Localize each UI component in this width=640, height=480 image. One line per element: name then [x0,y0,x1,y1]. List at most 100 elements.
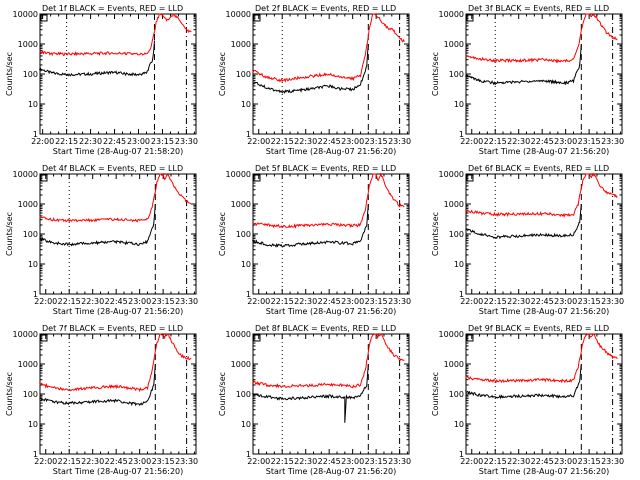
events-series-line [465,363,582,400]
chart-panel: Det 2f BLACK = Events, RED = LLD 1 10 100 10… [218,4,411,156]
y-tick-label: 10000 [439,170,464,179]
y-axis-label: Counts/sec [5,212,14,256]
x-axis-label: Start Time (28-Aug-07 21:56:20) [53,307,184,316]
chart-title: Det 4f BLACK = Events, RED = LLD [42,164,183,173]
x-tick-label: 23:00 [341,297,364,306]
plot-frame [252,173,410,295]
y-tick-label: 100 [236,390,251,399]
x-tick-label: 22:00 [460,297,483,306]
lld-series-line [465,172,618,218]
x-tick-label: 22:30 [507,457,530,466]
events-series-line [39,203,156,247]
x-tick-label: 22:15 [271,137,294,146]
chart-panel: Det 6f BLACK = Events, RED = LLD 1 10 100 10… [431,164,624,316]
y-axis-label: Counts/sec [5,52,14,96]
plot-frame [465,173,623,295]
x-tick-label: 23:15 [578,297,601,306]
lld-series-line [39,172,192,223]
x-tick-label: 23:30 [175,137,198,146]
events-series-line [465,43,582,86]
plot-frame [465,13,623,135]
x-tick-label: 23:15 [365,457,388,466]
events-series-line [39,363,156,407]
y-tick-label: 10000 [226,330,251,339]
chart-panel: Det 7f BLACK = Events, RED = LLD 1 10 100 10… [5,324,198,476]
y-tick-label: 100 [23,390,38,399]
lld-series-line [465,13,618,64]
x-tick-label: 22:15 [271,297,294,306]
lld-series-line [252,333,405,389]
y-tick-label: 10 [241,260,251,269]
x-tick-label: 23:00 [554,457,577,466]
x-tick-label: 23:00 [128,457,151,466]
y-tick-label: 10 [28,420,38,429]
x-tick-label: 23:30 [601,457,624,466]
y-tick-label: 100 [236,230,251,239]
x-tick-label: 22:15 [271,457,294,466]
x-tick-label: 22:45 [103,137,126,146]
lld-series-line [252,13,405,83]
chart-panel: Det 4f BLACK = Events, RED = LLD 1 10 100 10… [5,164,198,316]
x-tick-label: 22:45 [318,137,341,146]
y-tick-label: 10000 [13,170,38,179]
x-tick-label: 23:00 [341,457,364,466]
y-tick-label: 1 [246,450,251,459]
lld-series-line [252,172,405,229]
y-tick-label: 10000 [13,330,38,339]
x-axis-label: Start Time (28-Aug-07 21:56:20) [479,467,610,476]
x-tick-label: 22:45 [105,457,128,466]
corner-marker [253,14,261,22]
x-tick-label: 23:15 [151,137,174,146]
chart-panel: Det 3f BLACK = Events, RED = LLD 1 10 100 10… [431,4,624,156]
lld-series-line [39,333,192,393]
x-tick-label: 22:45 [531,457,554,466]
x-tick-label: 22:00 [247,137,270,146]
x-tick-label: 23:15 [152,297,175,306]
plot-frame [39,173,197,295]
y-axis-label: Counts/sec [431,212,440,256]
x-tick-label: 23:15 [365,297,388,306]
x-tick-label: 23:15 [578,457,601,466]
y-tick-label: 1000 [444,40,464,49]
x-tick-label: 23:30 [388,457,411,466]
y-tick-label: 10000 [226,170,251,179]
y-axis-label: Counts/sec [431,372,440,416]
x-axis-label: Start Time (28-Aug-07 21:56:20) [479,307,610,316]
chart-panel: Det 1f BLACK = Events, RED = LLD 1 10 100 10… [5,4,198,156]
y-axis-label: Counts/sec [5,372,14,416]
y-tick-label: 1000 [444,360,464,369]
y-tick-label: 100 [23,230,38,239]
x-axis-label: Start Time (28-Aug-07 21:56:20) [53,467,184,476]
chart-panel: Det 8f BLACK = Events, RED = LLD 1 10 100 10… [218,324,411,476]
events-series-line [39,40,155,77]
x-tick-label: 23:00 [554,297,577,306]
chart-title: Det 6f BLACK = Events, RED = LLD [468,164,609,173]
x-tick-label: 22:30 [507,297,530,306]
y-tick-label: 1000 [18,200,38,209]
y-tick-label: 10 [28,100,38,109]
chart-title: Det 1f BLACK = Events, RED = LLD [42,4,183,13]
x-tick-label: 23:00 [128,297,151,306]
chart-title: Det 7f BLACK = Events, RED = LLD [42,324,183,333]
x-tick-label: 22:15 [484,457,507,466]
x-tick-label: 22:30 [294,137,317,146]
x-tick-label: 22:30 [81,457,104,466]
y-tick-label: 1 [246,130,251,139]
x-tick-label: 22:45 [318,457,341,466]
y-tick-label: 10 [241,420,251,429]
x-tick-label: 23:15 [365,137,388,146]
x-axis-label: Start Time (28-Aug-07 21:58:20) [53,147,184,156]
y-tick-label: 100 [236,70,251,79]
y-tick-label: 1 [33,450,38,459]
x-axis-label: Start Time (28-Aug-07 21:56:20) [479,147,610,156]
x-axis-label: Start Time (28-Aug-07 21:56:20) [266,467,397,476]
x-tick-label: 22:00 [34,297,57,306]
y-tick-label: 10 [454,420,464,429]
x-axis-label: Start Time (28-Aug-07 21:56:20) [266,147,397,156]
y-tick-label: 1000 [231,40,251,49]
x-tick-label: 23:00 [127,137,150,146]
events-series-line [252,203,369,248]
y-axis-label: Counts/sec [431,52,440,96]
chart-title: Det 9f BLACK = Events, RED = LLD [468,324,609,333]
